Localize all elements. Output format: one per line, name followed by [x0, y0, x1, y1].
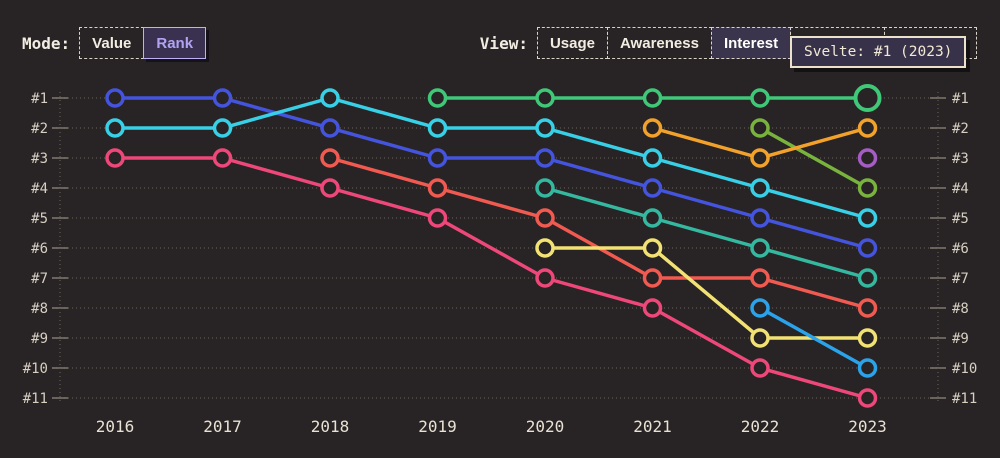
data-point-svelte-green-2020[interactable]: [535, 88, 555, 108]
data-point-cyan-2021[interactable]: [642, 148, 663, 168]
tooltip-text: Svelte: #1 (2023): [804, 44, 953, 60]
data-point-salmon-2019[interactable]: [427, 178, 448, 198]
series-line-olive-green: [758, 126, 870, 190]
data-point-orange-2022[interactable]: [750, 148, 770, 168]
data-point-cyan-2018[interactable]: [320, 88, 340, 108]
data-point-pink-2023[interactable]: [857, 388, 878, 408]
data-point-olive-green-2023[interactable]: [857, 178, 878, 198]
rank-label-left-#8: #8: [31, 301, 48, 317]
data-point-cyan-2023[interactable]: [857, 208, 878, 228]
rank-label-right-#5: #5: [952, 211, 969, 227]
rank-label-right-#10: #10: [952, 361, 977, 377]
rank-label-left-#2: #2: [31, 121, 48, 137]
data-point-blue-2023[interactable]: [857, 238, 878, 258]
data-point-teal-2020[interactable]: [535, 178, 555, 198]
rank-label-right-#2: #2: [952, 121, 969, 137]
rank-label-left-#7: #7: [31, 271, 48, 287]
data-point-teal-2021[interactable]: [642, 208, 663, 228]
rank-label-left-#5: #5: [31, 211, 48, 227]
series-line-cyan: [113, 96, 870, 220]
series-line-teal: [543, 186, 870, 280]
data-point-pink-2016[interactable]: [105, 148, 125, 168]
year-label-2017: 2017: [203, 417, 242, 436]
data-point-blue-2020[interactable]: [535, 148, 555, 168]
series-line-blue: [113, 96, 870, 250]
data-point-pink-2017[interactable]: [212, 148, 233, 168]
data-point-salmon-2018[interactable]: [320, 148, 340, 168]
rank-label-right-#9: #9: [952, 331, 969, 347]
tooltip: Svelte: #1 (2023): [790, 36, 967, 68]
data-point-pink-2019[interactable]: [427, 208, 448, 228]
year-label-2018: 2018: [311, 417, 350, 436]
year-label-2020: 2020: [526, 417, 565, 436]
year-label-2016: 2016: [96, 417, 135, 436]
data-point-orange-2023[interactable]: [857, 118, 878, 138]
view-button-interest[interactable]: Interest: [710, 27, 792, 59]
data-point-blue-2016[interactable]: [105, 88, 125, 108]
data-point-yellow-2021[interactable]: [642, 238, 663, 258]
data-point-purple-2023[interactable]: [857, 148, 878, 168]
rank-label-left-#3: #3: [31, 151, 48, 167]
data-point-yellow-2022[interactable]: [750, 328, 770, 348]
mode-label: Mode:: [22, 33, 71, 53]
rank-label-left-#9: #9: [31, 331, 48, 347]
data-point-svelte-green-2023[interactable]: [853, 84, 882, 112]
rank-label-right-#8: #8: [952, 301, 969, 317]
data-point-cyan-2017[interactable]: [212, 118, 233, 138]
data-point-orange-2021[interactable]: [642, 118, 663, 138]
rank-label-left-#1: #1: [31, 91, 48, 107]
mode-button-rank[interactable]: Rank: [143, 27, 207, 59]
series-line-pink: [113, 156, 870, 400]
data-point-blue-2019[interactable]: [427, 148, 448, 168]
rank-label-right-#3: #3: [952, 151, 969, 167]
data-point-cyan-2016[interactable]: [105, 118, 125, 138]
mode-control-group: Mode: Value Rank: [22, 27, 207, 59]
data-point-pink-2022[interactable]: [750, 358, 770, 378]
data-point-svelte-green-2022[interactable]: [750, 88, 770, 108]
data-point-svelte-green-2021[interactable]: [642, 88, 663, 108]
data-point-cyan-2022[interactable]: [750, 178, 770, 198]
rank-label-left-#6: #6: [31, 241, 48, 257]
series-line-salmon: [328, 156, 870, 310]
data-point-salmon-2022[interactable]: [750, 268, 770, 288]
data-point-salmon-2020[interactable]: [535, 208, 555, 228]
rank-label-left-#10: #10: [23, 361, 48, 377]
data-point-pink-2021[interactable]: [642, 298, 663, 318]
data-point-blue-2017[interactable]: [212, 88, 233, 108]
data-point-yellow-2020[interactable]: [535, 238, 555, 258]
rank-label-right-#1: #1: [952, 91, 969, 107]
rank-label-left-#11: #11: [23, 391, 48, 407]
data-point-blue-2022[interactable]: [750, 208, 770, 228]
data-point-svelte-green-2019[interactable]: [427, 88, 448, 108]
data-point-cyan-2019[interactable]: [427, 118, 448, 138]
data-point-cyan-2020[interactable]: [535, 118, 555, 138]
rank-label-right-#6: #6: [952, 241, 969, 257]
data-point-yellow-2023[interactable]: [857, 328, 878, 348]
data-point-blue-2018[interactable]: [320, 118, 340, 138]
rank-label-right-#4: #4: [952, 181, 969, 197]
rank-label-left-#4: #4: [31, 181, 48, 197]
data-point-pink-2018[interactable]: [320, 178, 340, 198]
rank-label-right-#11: #11: [952, 391, 977, 407]
data-point-sky-blue-2023[interactable]: [857, 358, 878, 378]
year-label-2021: 2021: [633, 417, 672, 436]
year-label-2022: 2022: [741, 417, 780, 436]
view-label: View:: [479, 33, 528, 53]
series-line-sky-blue: [758, 306, 870, 370]
data-point-sky-blue-2022[interactable]: [750, 298, 770, 318]
data-point-salmon-2021[interactable]: [642, 268, 663, 288]
data-point-olive-green-2022[interactable]: [750, 118, 770, 138]
data-point-blue-2021[interactable]: [642, 178, 663, 198]
data-point-pink-2020[interactable]: [535, 268, 555, 288]
year-label-2019: 2019: [418, 417, 457, 436]
rank-label-right-#7: #7: [952, 271, 969, 287]
year-label-2023: 2023: [848, 417, 887, 436]
data-point-teal-2022[interactable]: [750, 238, 770, 258]
data-point-salmon-2023[interactable]: [857, 298, 878, 318]
data-point-teal-2023[interactable]: [857, 268, 878, 288]
